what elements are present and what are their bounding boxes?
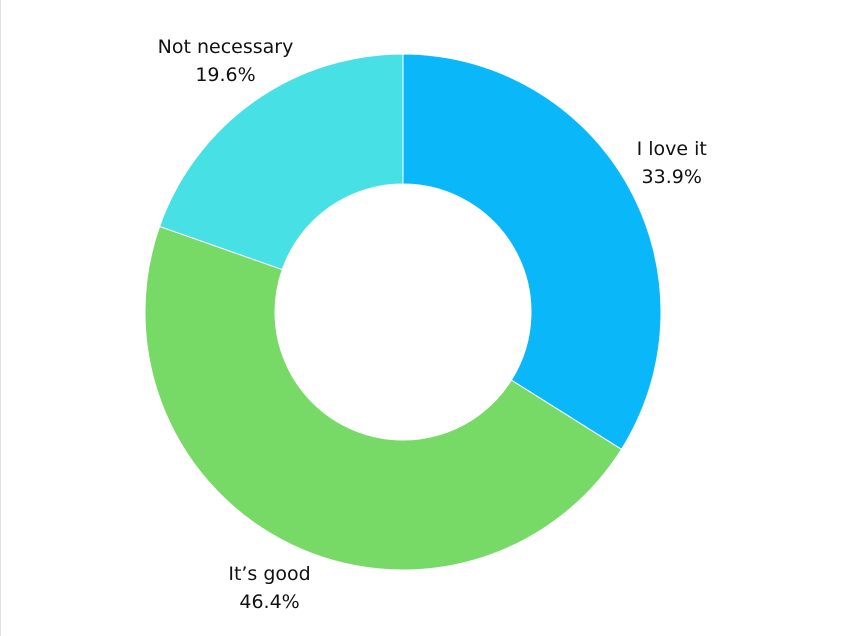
slice-value-label: 19.6% xyxy=(195,64,255,86)
donut-slice xyxy=(144,225,623,571)
donut-slice xyxy=(158,53,404,271)
slice-label: I love it xyxy=(637,138,707,160)
slice-label: It’s good xyxy=(228,563,310,585)
slice-value-label: 33.9% xyxy=(642,166,702,188)
slice-value-label: 46.4% xyxy=(239,591,299,613)
donut-slice xyxy=(402,53,662,451)
slice-label: Not necessary xyxy=(158,36,294,58)
